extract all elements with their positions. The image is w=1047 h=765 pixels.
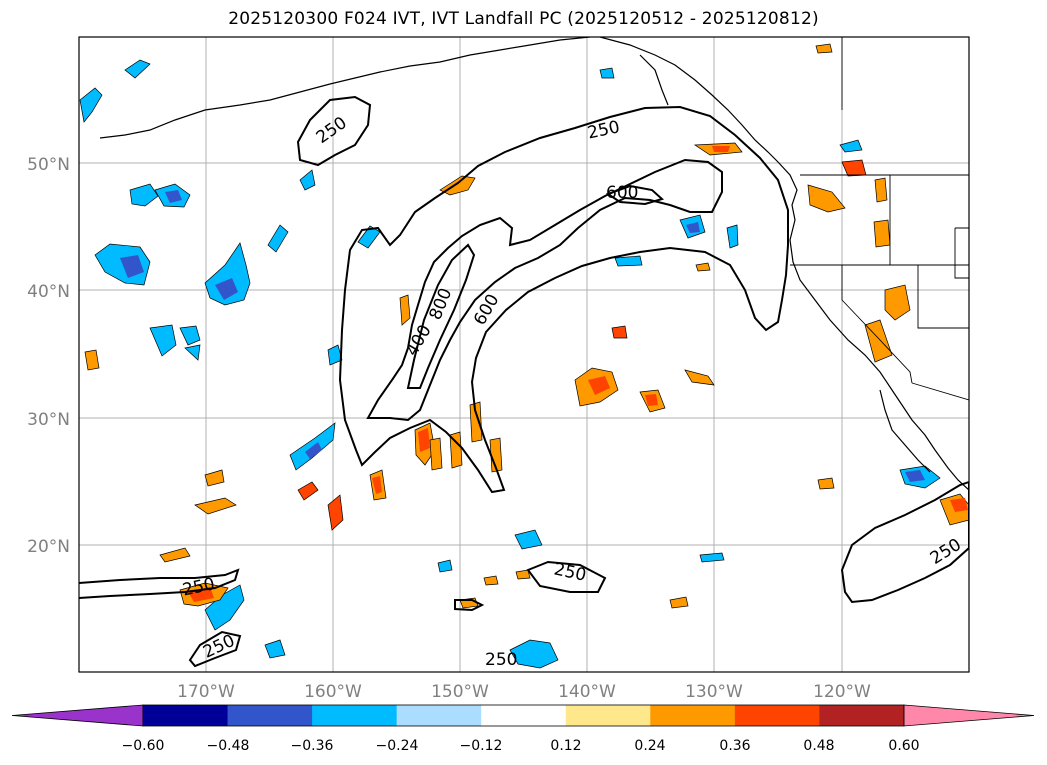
contour-800 bbox=[406, 243, 476, 389]
colorbar-tick: 0.48 bbox=[803, 738, 834, 754]
lon-label-130w: 130°W bbox=[685, 682, 743, 702]
latitude-labels: 50°N 40°N 30°N 20°N bbox=[27, 155, 70, 557]
lon-label-160w: 160°W bbox=[304, 682, 362, 702]
colorbar-swatches bbox=[11, 704, 1035, 727]
contour-250-northwest bbox=[296, 95, 372, 167]
colorbar-swatch bbox=[903, 704, 1035, 727]
lat-label-20n: 20°N bbox=[27, 537, 70, 557]
colorbar-tick: −0.12 bbox=[460, 738, 503, 754]
longitude-labels: 170°W 160°W 150°W 140°W 130°W 120°W bbox=[177, 682, 871, 702]
lon-label-120w: 120°W bbox=[813, 682, 871, 702]
contour-250-main bbox=[338, 105, 789, 494]
colorbar-swatch bbox=[734, 705, 820, 726]
colorbar: −0.60 −0.48 −0.36 −0.24 −0.12 0.12 0.24 … bbox=[11, 704, 1035, 754]
lat-label-30n: 30°N bbox=[27, 410, 70, 430]
colorbar-tick: −0.36 bbox=[291, 738, 334, 754]
colorbar-swatch bbox=[396, 705, 482, 726]
colorbar-tick: 0.12 bbox=[550, 738, 581, 754]
contour-label: 600 bbox=[606, 183, 638, 203]
colorbar-tick: 0.60 bbox=[888, 738, 919, 754]
contour-250-bottom-left bbox=[188, 630, 242, 668]
map-frame bbox=[78, 36, 970, 673]
lon-label-170w: 170°W bbox=[177, 682, 235, 702]
contour-250-small bbox=[526, 560, 607, 593]
colorbar-tick: −0.60 bbox=[122, 738, 165, 754]
lat-label-50n: 50°N bbox=[27, 155, 70, 175]
negative-anomaly-patches bbox=[79, 59, 941, 669]
colorbar-tick: 0.24 bbox=[634, 738, 665, 754]
colorbar-tick: 0.36 bbox=[719, 738, 750, 754]
colorbar-tick: −0.24 bbox=[376, 738, 419, 754]
map-title: 2025120300 F024 IVT, IVT Landfall PC (20… bbox=[228, 9, 819, 29]
ivt-contours bbox=[79, 95, 969, 668]
colorbar-swatch bbox=[819, 705, 905, 726]
colorbar-border bbox=[142, 704, 905, 727]
colorbar-tick: −0.48 bbox=[207, 738, 250, 754]
colorbar-swatch bbox=[565, 705, 651, 726]
colorbar-swatch bbox=[227, 705, 313, 726]
colorbar-swatch bbox=[143, 705, 229, 726]
positive-anomaly-patches bbox=[84, 43, 969, 609]
colorbar-swatch bbox=[481, 705, 567, 726]
contour-label: 250 bbox=[485, 650, 517, 670]
contour-250-small-south bbox=[454, 599, 485, 612]
contour-400 bbox=[366, 158, 723, 422]
lon-label-140w: 140°W bbox=[558, 682, 616, 702]
map-frame-bg bbox=[79, 37, 969, 672]
contour-600-north bbox=[605, 184, 664, 206]
colorbar-swatch bbox=[650, 705, 736, 726]
contour-250-southeast bbox=[840, 480, 969, 604]
contour-250-southwest bbox=[79, 568, 240, 599]
lon-label-150w: 150°W bbox=[431, 682, 489, 702]
political-borders bbox=[790, 37, 969, 401]
colorbar-swatch bbox=[312, 705, 398, 726]
lat-label-40n: 40°N bbox=[27, 282, 70, 302]
colorbar-ticks: −0.60 −0.48 −0.36 −0.24 −0.12 0.12 0.24 … bbox=[122, 738, 920, 754]
graticule bbox=[79, 37, 969, 672]
colorbar-swatch bbox=[11, 704, 144, 727]
